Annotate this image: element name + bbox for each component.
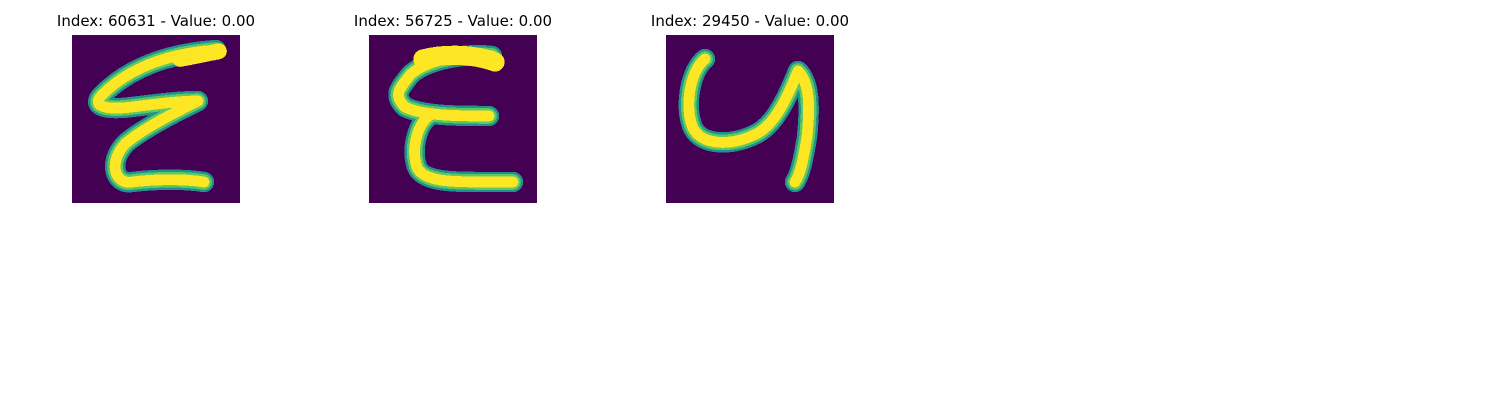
digit-image bbox=[72, 35, 240, 203]
panel-title: Index: 29450 - Value: 0.00 bbox=[650, 12, 850, 30]
panel-title: Index: 60631 - Value: 0.00 bbox=[56, 12, 256, 30]
digit-image bbox=[666, 35, 834, 203]
panel-title: Index: 56725 - Value: 0.00 bbox=[353, 12, 553, 30]
digit-image bbox=[369, 35, 537, 203]
